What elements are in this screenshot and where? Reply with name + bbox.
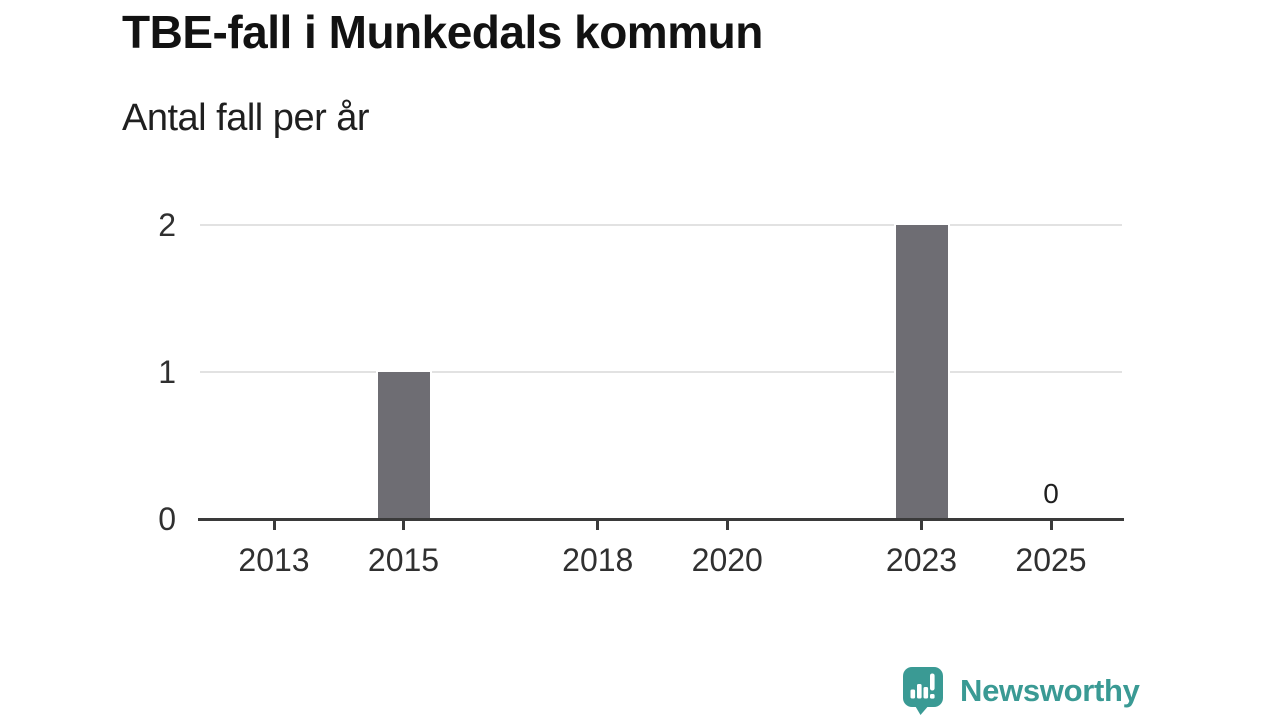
x-axis-tick-2015 bbox=[402, 521, 405, 530]
newsworthy-branding: Newsworthy bbox=[902, 666, 1140, 716]
chart-subtitle: Antal fall per år bbox=[122, 97, 370, 139]
bar-2015 bbox=[375, 370, 432, 519]
gridline-y-2 bbox=[200, 224, 1122, 226]
x-axis-tick-label-2025: 2025 bbox=[1015, 542, 1087, 578]
x-axis-tick-label-2023: 2023 bbox=[885, 542, 958, 578]
gridline-y-1 bbox=[200, 371, 1122, 373]
newsworthy-wordmark: Newsworthy bbox=[960, 673, 1140, 708]
y-axis-tick-label-0: 0 bbox=[158, 501, 176, 537]
x-axis-line bbox=[198, 518, 1124, 521]
chart-title: TBE-fall i Munkedals kommun bbox=[122, 6, 763, 58]
newsworthy-logo-icon bbox=[903, 667, 943, 715]
data-label-2025: 0 bbox=[1043, 478, 1059, 509]
x-axis-tick-label-2018: 2018 bbox=[562, 542, 634, 578]
y-axis-tick-label-2: 2 bbox=[158, 207, 176, 243]
x-axis-tick-label-2013: 2013 bbox=[238, 542, 310, 578]
y-axis-tick-label-1: 1 bbox=[158, 354, 176, 390]
x-axis-tick-label-2020: 2020 bbox=[691, 542, 763, 578]
x-axis-tick-2013 bbox=[272, 521, 276, 530]
x-axis-tick-label-2015: 2015 bbox=[367, 542, 440, 578]
x-axis-tick-2020 bbox=[725, 521, 729, 530]
x-axis-tick-2023 bbox=[920, 521, 923, 530]
x-axis-tick-2018 bbox=[596, 521, 600, 530]
bar-2023 bbox=[893, 223, 950, 519]
x-axis-tick-2025 bbox=[1049, 521, 1053, 530]
